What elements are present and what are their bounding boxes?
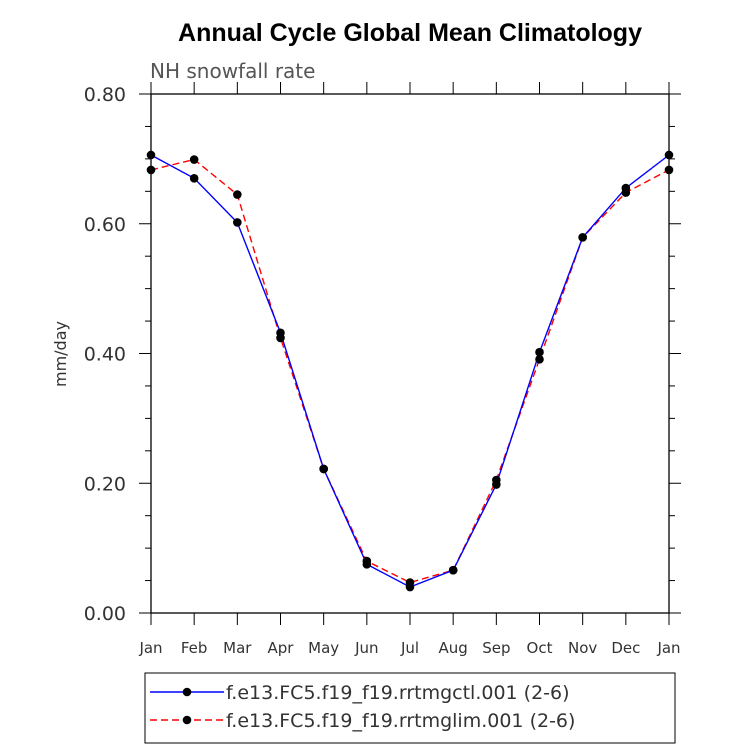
x-tick-label: Jun: [354, 639, 378, 657]
series-1-point: [664, 150, 674, 160]
x-tick-label: Feb: [181, 639, 208, 657]
series-line-1: [150, 154, 670, 588]
y-tick-label: 0.60: [84, 214, 126, 236]
x-tick-label: May: [308, 639, 339, 657]
y-tick-label: 0.80: [84, 84, 126, 106]
y-tick-label: 0.00: [84, 603, 126, 625]
x-tick-label: Dec: [611, 639, 640, 657]
legend-marker-1: [182, 687, 192, 697]
x-tick-label: Jul: [400, 639, 419, 657]
legend: f.e13.FC5.f19_f19.rrtmgctl.001 (2-6) f.e1…: [144, 672, 676, 744]
y-tick-label: 0.20: [84, 473, 126, 495]
series-2-point: [492, 475, 501, 485]
series-2-point: [621, 188, 631, 197]
x-tick-label: Sep: [482, 639, 510, 657]
series-2-point: [535, 355, 544, 364]
series-1-point: [146, 150, 156, 160]
series-2-point: [362, 556, 372, 566]
legend-label-1: f.e13.FC5.f19_f19.rrtmgctl.001 (2-6): [226, 682, 570, 704]
x-tick-label: Oct: [527, 639, 553, 657]
series-2-point: [276, 333, 285, 343]
y-axis-ticks: [139, 93, 681, 614]
legend-marker-2: [182, 715, 192, 725]
x-tick-label: Jan: [138, 639, 162, 657]
x-tick-label: Apr: [268, 639, 295, 657]
series-1-point: [233, 218, 242, 227]
series-2-point: [233, 190, 242, 199]
plot-frame: [150, 93, 670, 614]
series-1-point: [535, 347, 544, 357]
x-tick-label: Aug: [439, 639, 468, 657]
legend-entries: f.e13.FC5.f19_f19.rrtmgctl.001 (2-6) f.e1…: [150, 682, 575, 732]
series-layer: [146, 150, 674, 592]
x-axis-ticks: [150, 82, 670, 625]
series-line-2: [150, 158, 670, 584]
y-axis-label: mm/day: [51, 321, 70, 387]
chart-subtitle: NH snowfall rate: [150, 59, 315, 83]
x-tick-label: Mar: [223, 639, 252, 657]
series-2-point: [319, 464, 328, 474]
series-1-point: [189, 174, 199, 183]
series-2-point: [405, 578, 415, 587]
series-2-point: [146, 165, 156, 175]
x-axis-tick-labels: Jan Feb Mar Apr May Jun Jul Aug Sep Oct Nov Dec Jan: [138, 639, 680, 657]
legend-label-2: f.e13.FC5.f19_f19.rrtmglim.001 (2-6): [226, 710, 575, 732]
y-tick-label: 0.40: [84, 344, 126, 366]
chart-title: Annual Cycle Global Mean Climatology: [178, 19, 642, 47]
series-2-point: [578, 233, 587, 242]
series-2-point: [664, 165, 674, 175]
series-2-point: [448, 565, 458, 575]
x-tick-label: Jan: [656, 639, 680, 657]
y-axis-tick-labels: 0.00 0.20 0.40 0.60 0.80: [84, 84, 126, 625]
series-2-point: [189, 155, 199, 164]
x-tick-label: Nov: [568, 639, 597, 657]
legend-box: [144, 672, 676, 744]
